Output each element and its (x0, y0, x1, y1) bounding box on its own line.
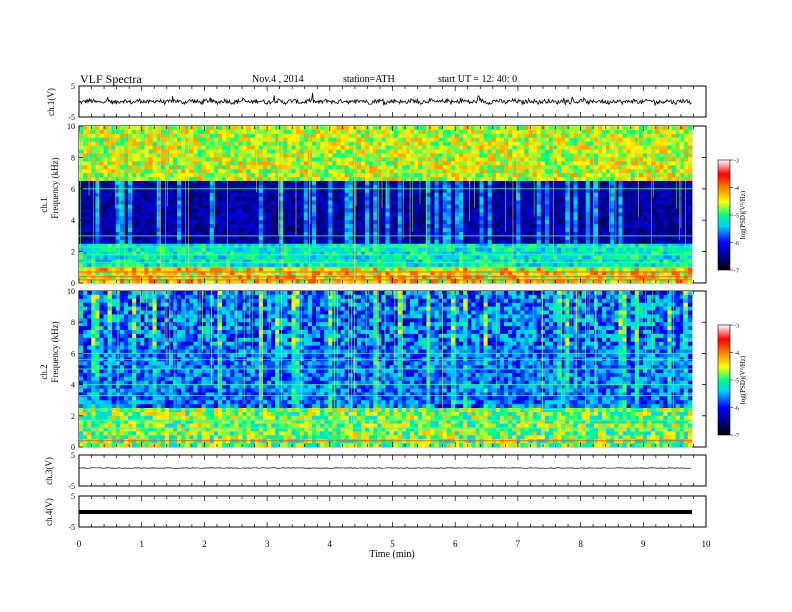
x-tick-label: 7 (516, 539, 521, 549)
ch1-spectrogram-ytick-label: 10 (67, 122, 75, 131)
ch2-colorbar-tick-label: -4 (734, 351, 739, 357)
x-tick-label: 4 (328, 539, 333, 549)
x-tick-label: 3 (265, 539, 270, 549)
x-tick-label: 1 (139, 539, 144, 549)
ch2-spectrogram-ytick-label: 4 (71, 381, 75, 390)
ch2-colorbar-tick-label: -5 (734, 379, 739, 385)
ch2-spectrogram (78, 290, 707, 448)
station-label: station=ATH (343, 74, 395, 85)
x-axis-label: Time (min) (369, 549, 414, 560)
ch1-colorbar-tick-label: -7 (734, 269, 739, 275)
ch1-spectrogram-ytick-label: 8 (71, 153, 75, 162)
chart-title: VLF Spectra (80, 72, 142, 86)
x-tick-label: 9 (641, 539, 646, 549)
ch1-waveform-ytick-label: 5 (71, 82, 75, 91)
ch1-colorbar-tick-label: -5 (734, 214, 739, 220)
ch3-waveform-trace (78, 467, 692, 469)
ch2-spectrogram-image (79, 291, 693, 448)
ch1-waveform-ylabel: ch.1(V) (46, 88, 56, 116)
ch1-waveform-trace (78, 92, 692, 107)
ch1-spectrogram (78, 125, 707, 284)
ch1-spectrogram-ytick-label: 4 (71, 216, 75, 225)
ch4-waveform-ytick-label: -5 (68, 523, 75, 532)
ch4-waveform-ytick-label: 5 (71, 492, 75, 501)
ch2-spectrogram-ylabel-frequency: Frequency (kHz) (50, 321, 60, 382)
x-tick-label: 5 (390, 539, 395, 549)
ch2-spectrogram-ylabel-channel: ch.2 (39, 364, 49, 379)
ch2-spectrogram-ytick-label: 10 (67, 287, 75, 296)
ch3-waveform-ytick-label: 5 (71, 451, 75, 460)
ch3-waveform-ytick-label: -5 (68, 482, 75, 491)
start-time-label: start UT = 12: 40: 0 (438, 74, 518, 85)
ch2-colorbar-tick-label: -7 (734, 434, 739, 440)
ch1-spectrogram-ytick-label: 0 (71, 279, 75, 288)
ch2-colorbar-tick-label: -3 (734, 324, 739, 330)
ch2-colorbar-tick-label: -6 (734, 406, 739, 412)
ch1-colorbar-gradient (717, 159, 731, 271)
ch1-colorbar-tick-label: -3 (734, 159, 739, 165)
x-tick-label: 6 (453, 539, 458, 549)
ch3-waveform-ylabel: ch.3(V) (44, 457, 54, 485)
x-tick-label: 0 (77, 539, 82, 549)
ch1-colorbar: log(PSD)(V²/Hz) (717, 159, 747, 271)
x-tick-label: 10 (702, 539, 712, 549)
x-tick-label: 2 (202, 539, 207, 549)
ch2-spectrogram-ytick-label: 6 (71, 349, 75, 358)
x-tick-label: 8 (578, 539, 583, 549)
ch4-waveform-ylabel: ch.4(V) (44, 498, 54, 526)
ch1-colorbar-tick-label: -6 (734, 241, 739, 247)
ch1-spectrogram-ylabel-frequency: Frequency (kHz) (50, 157, 60, 218)
ch1-spectrogram-image (79, 126, 693, 284)
ch1-spectrogram-ytick-label: 2 (71, 248, 75, 257)
ch1-colorbar-label: log(PSD)(V²/Hz) (739, 190, 747, 239)
ch2-spectrogram-ytick-label: 8 (71, 318, 75, 327)
ch2-spectrogram-ytick-label: 0 (71, 443, 75, 452)
ch1-waveform-ytick-label: -5 (68, 113, 75, 122)
ch1-colorbar-tick-label: -4 (734, 186, 739, 192)
ch1-spectrogram-ylabel-channel: ch.1 (39, 197, 49, 212)
ch2-colorbar-gradient (717, 324, 731, 436)
date-label: Nov.4 , 2014 (252, 74, 304, 85)
ch2-colorbar-label: log(PSD)(V²/Hz) (739, 355, 747, 404)
ch1-spectrogram-ytick-label: 6 (71, 185, 75, 194)
ch4-waveform-trace (79, 510, 692, 514)
ch2-spectrogram-ytick-label: 2 (71, 412, 75, 421)
